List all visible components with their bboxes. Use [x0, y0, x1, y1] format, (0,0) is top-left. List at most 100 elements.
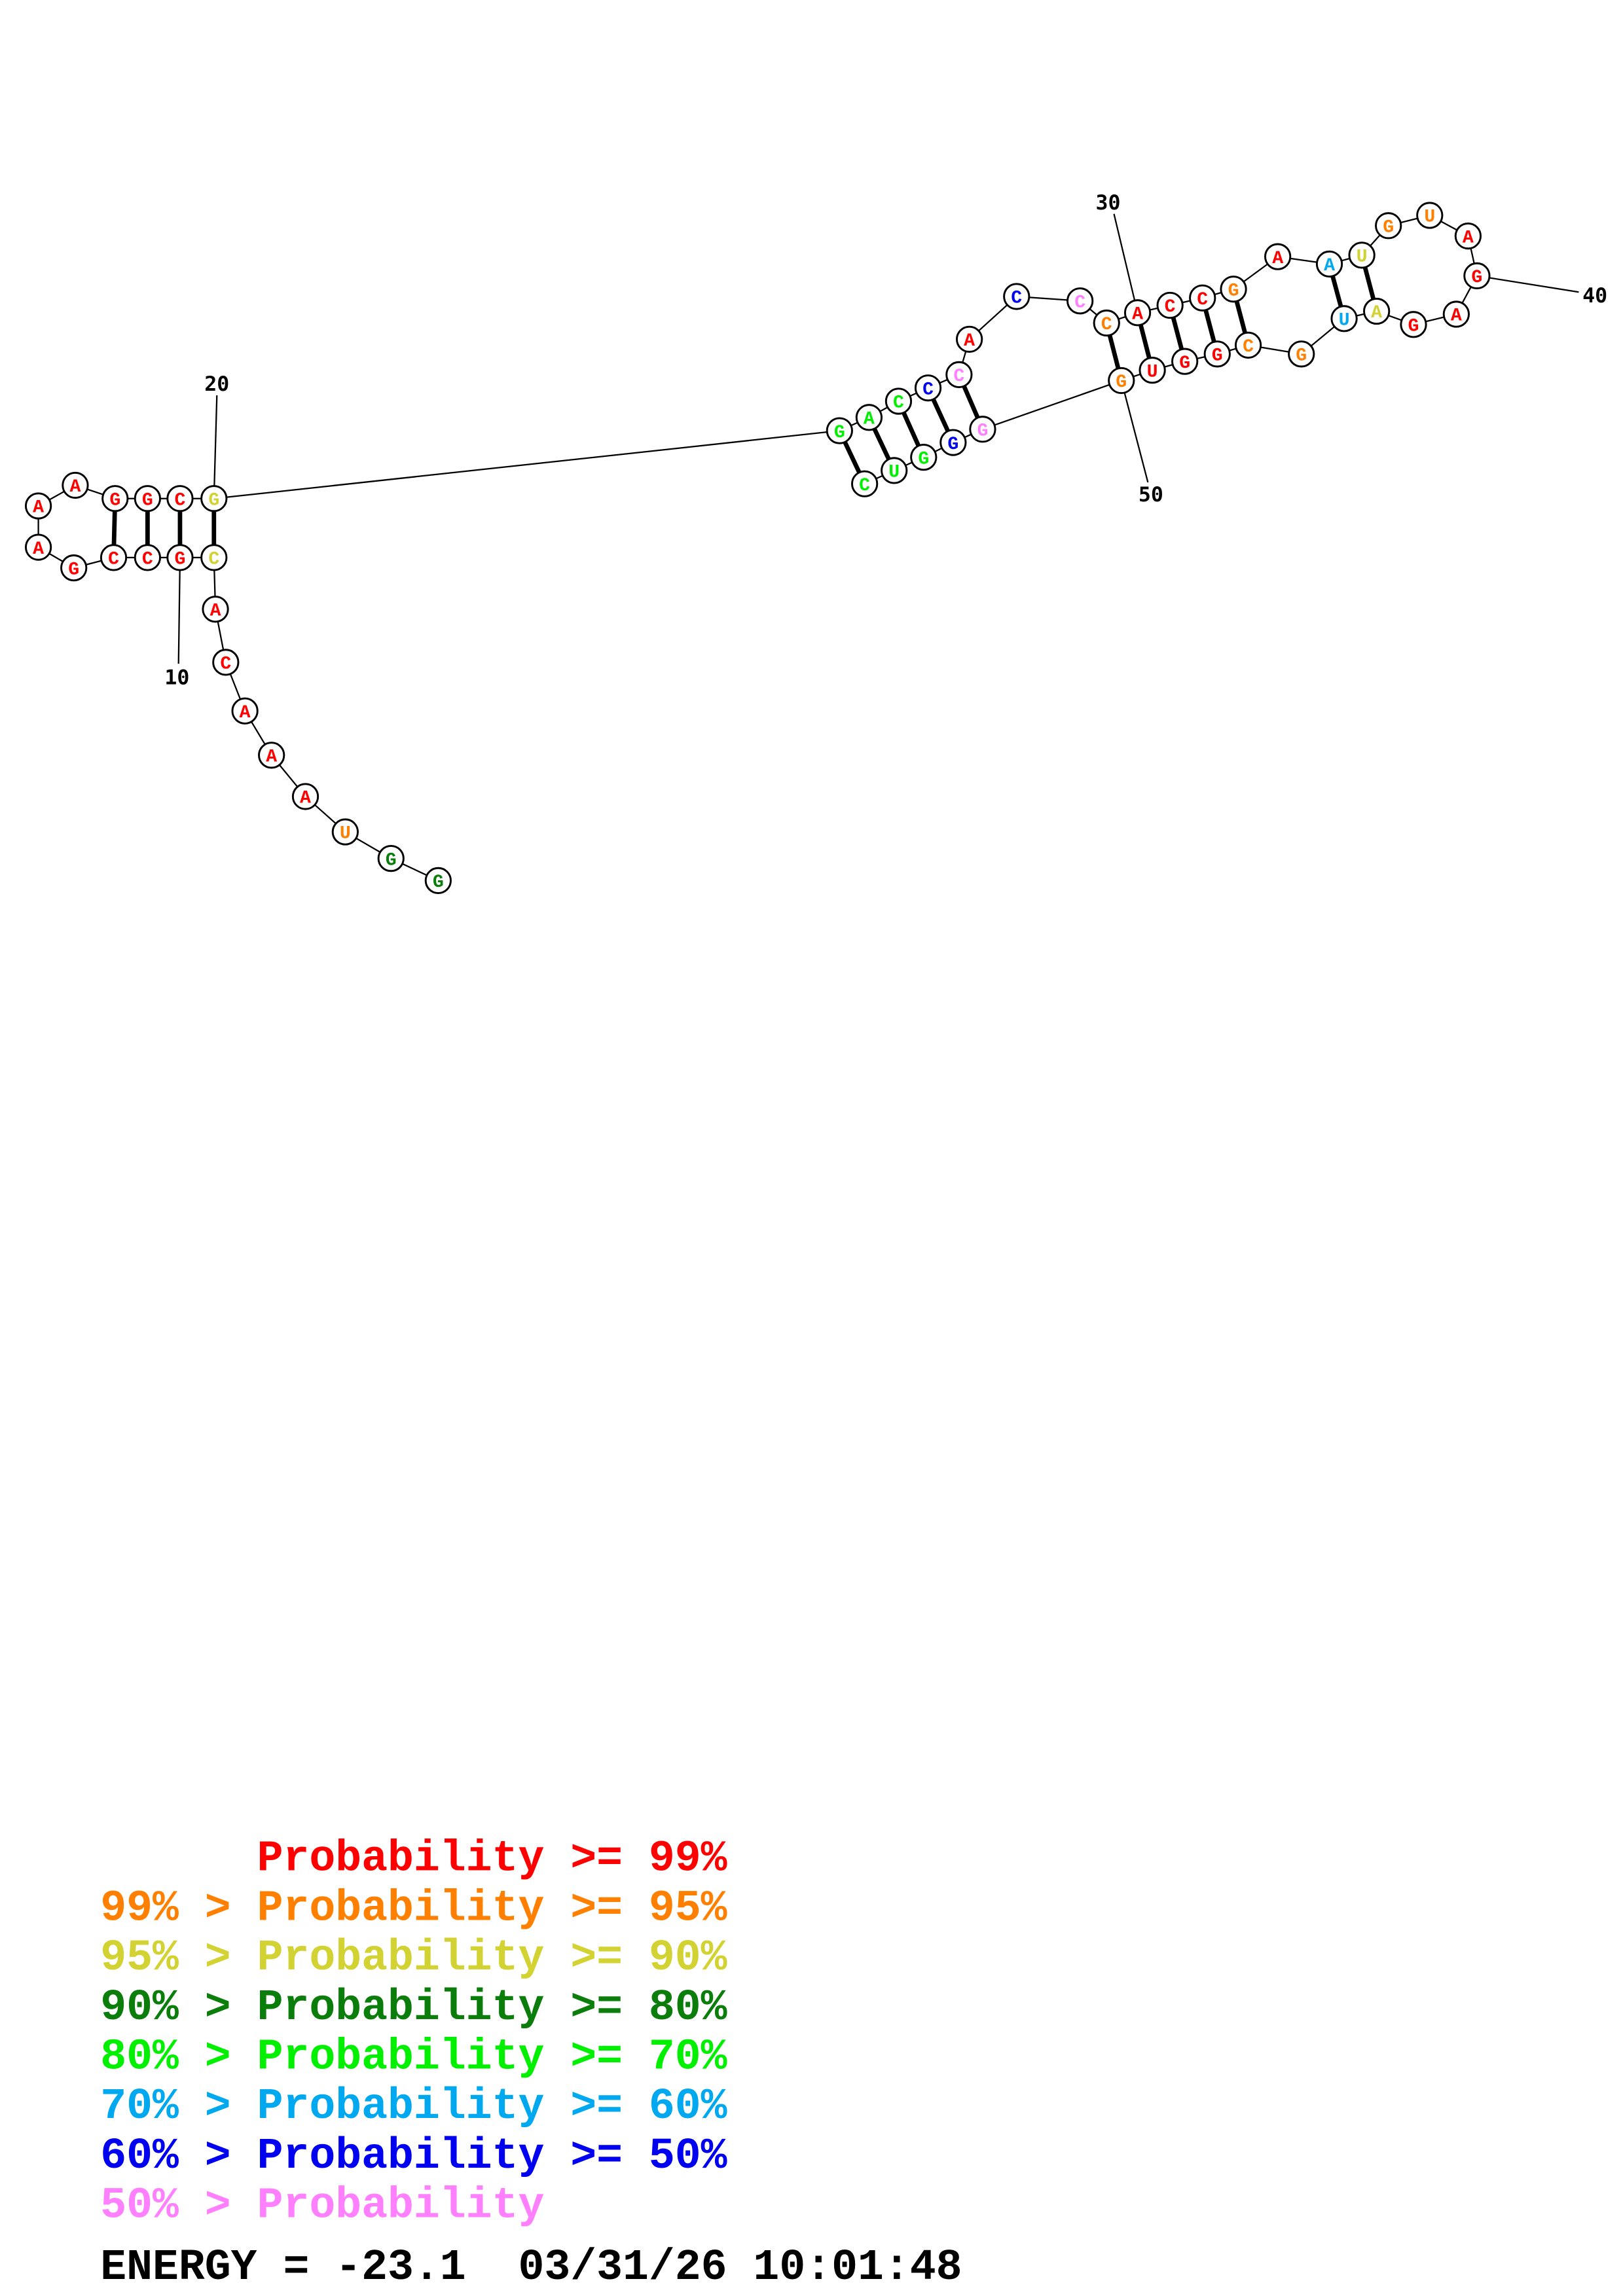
- legend-entry: 95% > Probability >= 90%: [100, 1933, 727, 1982]
- nucleotide-circle: [377, 844, 405, 872]
- nucleotide-circle: [1400, 311, 1427, 338]
- position-label: 50: [1139, 483, 1163, 507]
- nucleotide-letter: U: [1339, 310, 1350, 331]
- nucleotide: G: [1108, 367, 1135, 395]
- number-ticks: 10 20 30 40 50: [164, 191, 1607, 690]
- nucleotide-circle: [258, 742, 285, 769]
- nucleotide-circle: [166, 544, 194, 571]
- position-label: 30: [1095, 191, 1120, 215]
- nucleotide: G: [939, 429, 967, 456]
- nucleotide: A: [1454, 222, 1482, 250]
- nucleotide-circle: [910, 444, 938, 471]
- nucleotide: G: [377, 844, 405, 872]
- nucleotide: A: [62, 471, 89, 499]
- nucleotide-letter: A: [864, 409, 875, 429]
- nucleotide-circle: [956, 325, 983, 353]
- nucleotide-circle: [1171, 348, 1199, 375]
- nucleotide-circle: [914, 374, 942, 402]
- nucleotide-circle: [1348, 242, 1376, 269]
- nucleotide-letter: G: [433, 872, 444, 893]
- backbone: [37, 214, 1478, 882]
- nucleotide-letter: G: [142, 490, 153, 511]
- nucleotide-letter: G: [1408, 316, 1419, 336]
- nucleotide: G: [1400, 311, 1427, 338]
- nucleotide-circle: [1264, 243, 1292, 270]
- nucleotide: G: [200, 485, 228, 512]
- nucleotide-circle: [1123, 299, 1152, 327]
- nucleotide-circle: [62, 471, 89, 499]
- nucleotide-circle: [134, 544, 161, 571]
- nucleotide-circle: [1220, 276, 1247, 303]
- nucleotide: A: [1123, 299, 1152, 327]
- nucleotide-letter: G: [977, 421, 988, 441]
- backbone-segment: [982, 380, 1122, 430]
- nucleotide-letter: C: [1101, 315, 1112, 335]
- nucleotide-circle: [1363, 297, 1391, 325]
- nucleotide-letter: C: [953, 367, 964, 387]
- nucleotide: A: [202, 596, 229, 623]
- nucleotide: U: [1139, 357, 1166, 384]
- legend-entry: 50% > Probability: [100, 2181, 544, 2231]
- nucleotide-letter: U: [888, 463, 900, 483]
- nucleotide: C: [884, 387, 913, 415]
- nucleotide-circle: [291, 783, 319, 810]
- nucleotide-letter: A: [266, 747, 277, 768]
- legend-entry: 90% > Probability >= 80%: [100, 1983, 727, 2032]
- nucleotide-letter: C: [1011, 289, 1022, 309]
- nucleotide-circle: [1375, 212, 1402, 240]
- nucleotide-letter: A: [1272, 249, 1283, 269]
- nucleotide-circle: [884, 387, 913, 415]
- nucleotide: C: [1067, 287, 1094, 315]
- nucleotide-letter: C: [1197, 290, 1208, 310]
- nucleotide: A: [1442, 300, 1470, 328]
- nucleotide: G: [101, 485, 129, 512]
- nucleotide-circle: [1139, 357, 1166, 384]
- nucleotide-letter: A: [69, 477, 81, 497]
- nucleotide-circle: [231, 697, 259, 725]
- nucleotide-circle: [1315, 250, 1343, 278]
- nucleotide-circle: [1067, 287, 1094, 315]
- nucleotide: G: [60, 554, 88, 582]
- nucleotide: G: [826, 417, 853, 444]
- nucleotide-circle: [166, 485, 194, 512]
- nucleotide-letter: G: [386, 850, 397, 870]
- nucleotide-letter: A: [1451, 306, 1462, 327]
- nucleotide-circle: [826, 417, 853, 444]
- nucleotide-circle: [134, 485, 161, 512]
- nucleotide: U: [1416, 202, 1444, 229]
- nucleotide-circle: [1156, 291, 1184, 319]
- nucleotide: C: [945, 361, 973, 389]
- nucleotide-circle: [1463, 262, 1491, 290]
- nucleotide-circle: [1108, 367, 1135, 395]
- number-tick: [1120, 380, 1149, 483]
- nucleotide-circle: [1330, 305, 1358, 332]
- nucleotide-circle: [100, 544, 128, 571]
- nucleotide: G: [424, 867, 452, 895]
- nucleotide: G: [1203, 340, 1231, 368]
- nucleotide: A: [231, 697, 259, 725]
- nucleotide-letter: U: [1424, 207, 1435, 228]
- nucleotide: G: [1171, 348, 1199, 375]
- nucleotide-circle: [881, 457, 908, 484]
- nucleotide-letter: C: [859, 476, 870, 496]
- legend-entry: Probability >= 99%: [100, 1835, 727, 1884]
- nucleotide-circle: [1288, 340, 1315, 368]
- position-label: 20: [204, 372, 229, 396]
- nucleotide: A: [1264, 243, 1292, 270]
- energy-footer: ENERGY = -23.1 03/31/26 10:01:48: [100, 2243, 962, 2292]
- nucleotide-letter: A: [964, 331, 975, 351]
- nucleotide-letter: G: [1296, 346, 1307, 367]
- number-tick: [213, 395, 218, 499]
- nucleotide-letter: G: [1212, 346, 1223, 367]
- nucleotide-circle: [855, 404, 883, 431]
- nucleotide: A: [1315, 250, 1343, 278]
- nucleotide-letter: A: [1324, 256, 1335, 276]
- number-tick: [177, 557, 181, 664]
- nucleotide-circle: [424, 867, 452, 895]
- nucleotide: G: [969, 416, 996, 443]
- nucleotide-letter: C: [922, 380, 934, 400]
- nucleotide-circle: [939, 429, 967, 456]
- nucleotide-letter: A: [240, 703, 251, 723]
